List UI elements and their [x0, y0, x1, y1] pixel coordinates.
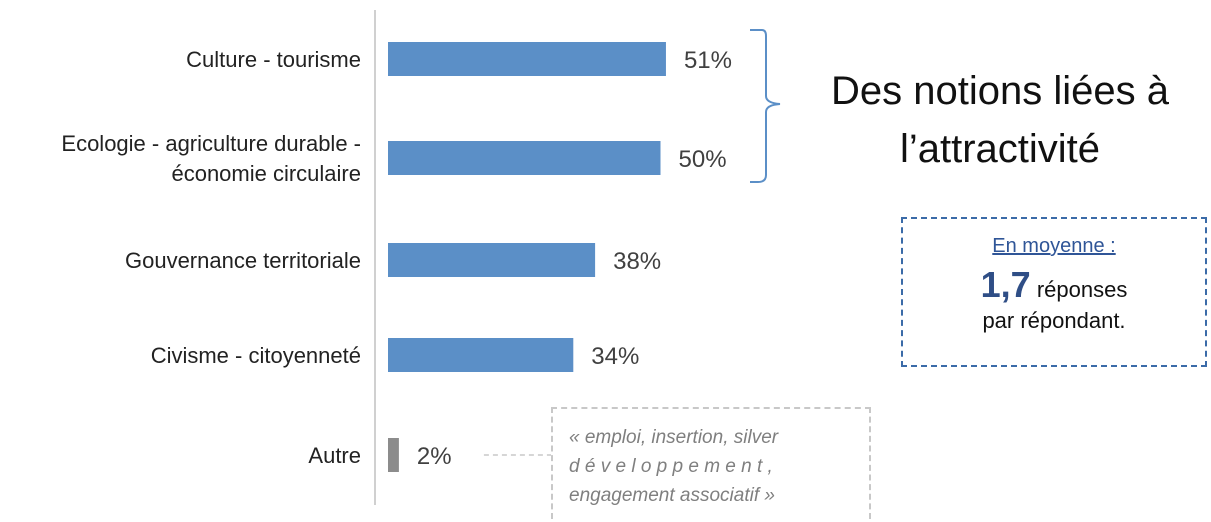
average-title: En moyenne :	[992, 235, 1116, 257]
average-value-line: 1,7 réponses	[903, 264, 1205, 306]
category-label-4: Autre	[308, 443, 361, 468]
category-label-0: Culture - tourisme	[186, 47, 361, 72]
headline-line-1: Des notions liées à	[831, 69, 1169, 113]
average-box: En moyenne : 1,7 réponses par répondant.	[901, 217, 1207, 367]
bar-4	[388, 438, 399, 472]
quote-line-1: « emploi, insertion, silver	[569, 427, 779, 448]
headline-line-2: l’attractivité	[899, 127, 1101, 171]
average-per-respondent: par répondant.	[982, 308, 1126, 333]
category-label-1-line-1: économie circulaire	[171, 161, 361, 186]
category-label-1-line-0: Ecologie - agriculture durable -	[61, 131, 361, 156]
value-label-3: 34%	[591, 343, 639, 370]
bar-3	[388, 338, 574, 372]
bar-2	[388, 243, 596, 277]
quote-line-2: d é v e l o p p e m e n t ,	[569, 456, 773, 477]
average-number: 1,7	[980, 264, 1031, 305]
average-suffix: réponses	[1036, 277, 1128, 302]
bar-chart: 51% Culture - tourisme 50% Ecologie - agric…	[61, 10, 781, 505]
headline: Des notions liées à l’attractivité	[790, 62, 1210, 178]
bar-1	[388, 141, 661, 175]
value-label-4: 2%	[417, 443, 452, 470]
value-label-0: 51%	[684, 47, 732, 74]
category-label-3: Civisme - citoyenneté	[151, 343, 361, 368]
bar-0	[388, 42, 666, 76]
value-label-1: 50%	[679, 146, 727, 173]
value-label-2: 38%	[613, 248, 661, 275]
bracket-icon	[750, 29, 781, 183]
quote-line-3: engagement associatif »	[569, 485, 775, 506]
category-label-2: Gouvernance territoriale	[125, 248, 361, 273]
other-answers-quote: « emploi, insertion, silver d é v e l o …	[551, 407, 871, 519]
